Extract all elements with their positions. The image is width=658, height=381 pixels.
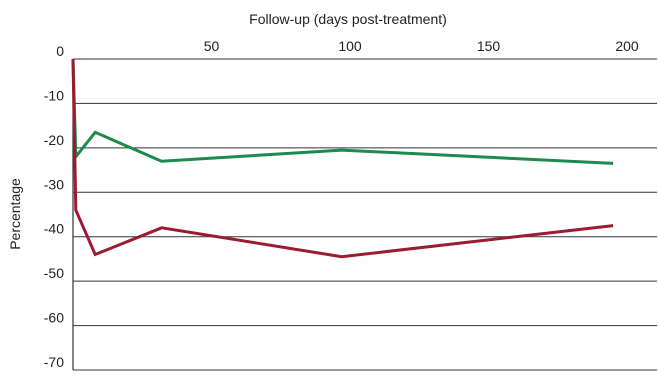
- x-tick-label: 150: [477, 38, 501, 54]
- x-axis-title: Follow-up (days post-treatment): [249, 11, 447, 27]
- gridlines: [73, 58, 657, 371]
- tick-labels: 0 -10 -20 -30 -40 -50 -60 -70 50 100 150 200: [44, 38, 639, 370]
- y-tick-label: -10: [44, 87, 64, 103]
- x-tick-label: 200: [615, 38, 639, 54]
- y-axis-title: Percentage: [7, 178, 23, 250]
- x-tick-label: 100: [338, 38, 362, 54]
- series-line: [71, 58, 614, 259]
- y-tick-label: 0: [56, 43, 64, 59]
- y-tick-label: -70: [44, 354, 64, 370]
- y-tick-label: -60: [44, 310, 64, 326]
- x-tick-label: 50: [204, 38, 220, 54]
- y-tick-label: -40: [44, 221, 64, 237]
- series-lines: [71, 58, 614, 259]
- y-tick-label: -30: [44, 176, 64, 192]
- y-tick-label: -50: [44, 265, 64, 281]
- y-tick-label: -20: [44, 132, 64, 148]
